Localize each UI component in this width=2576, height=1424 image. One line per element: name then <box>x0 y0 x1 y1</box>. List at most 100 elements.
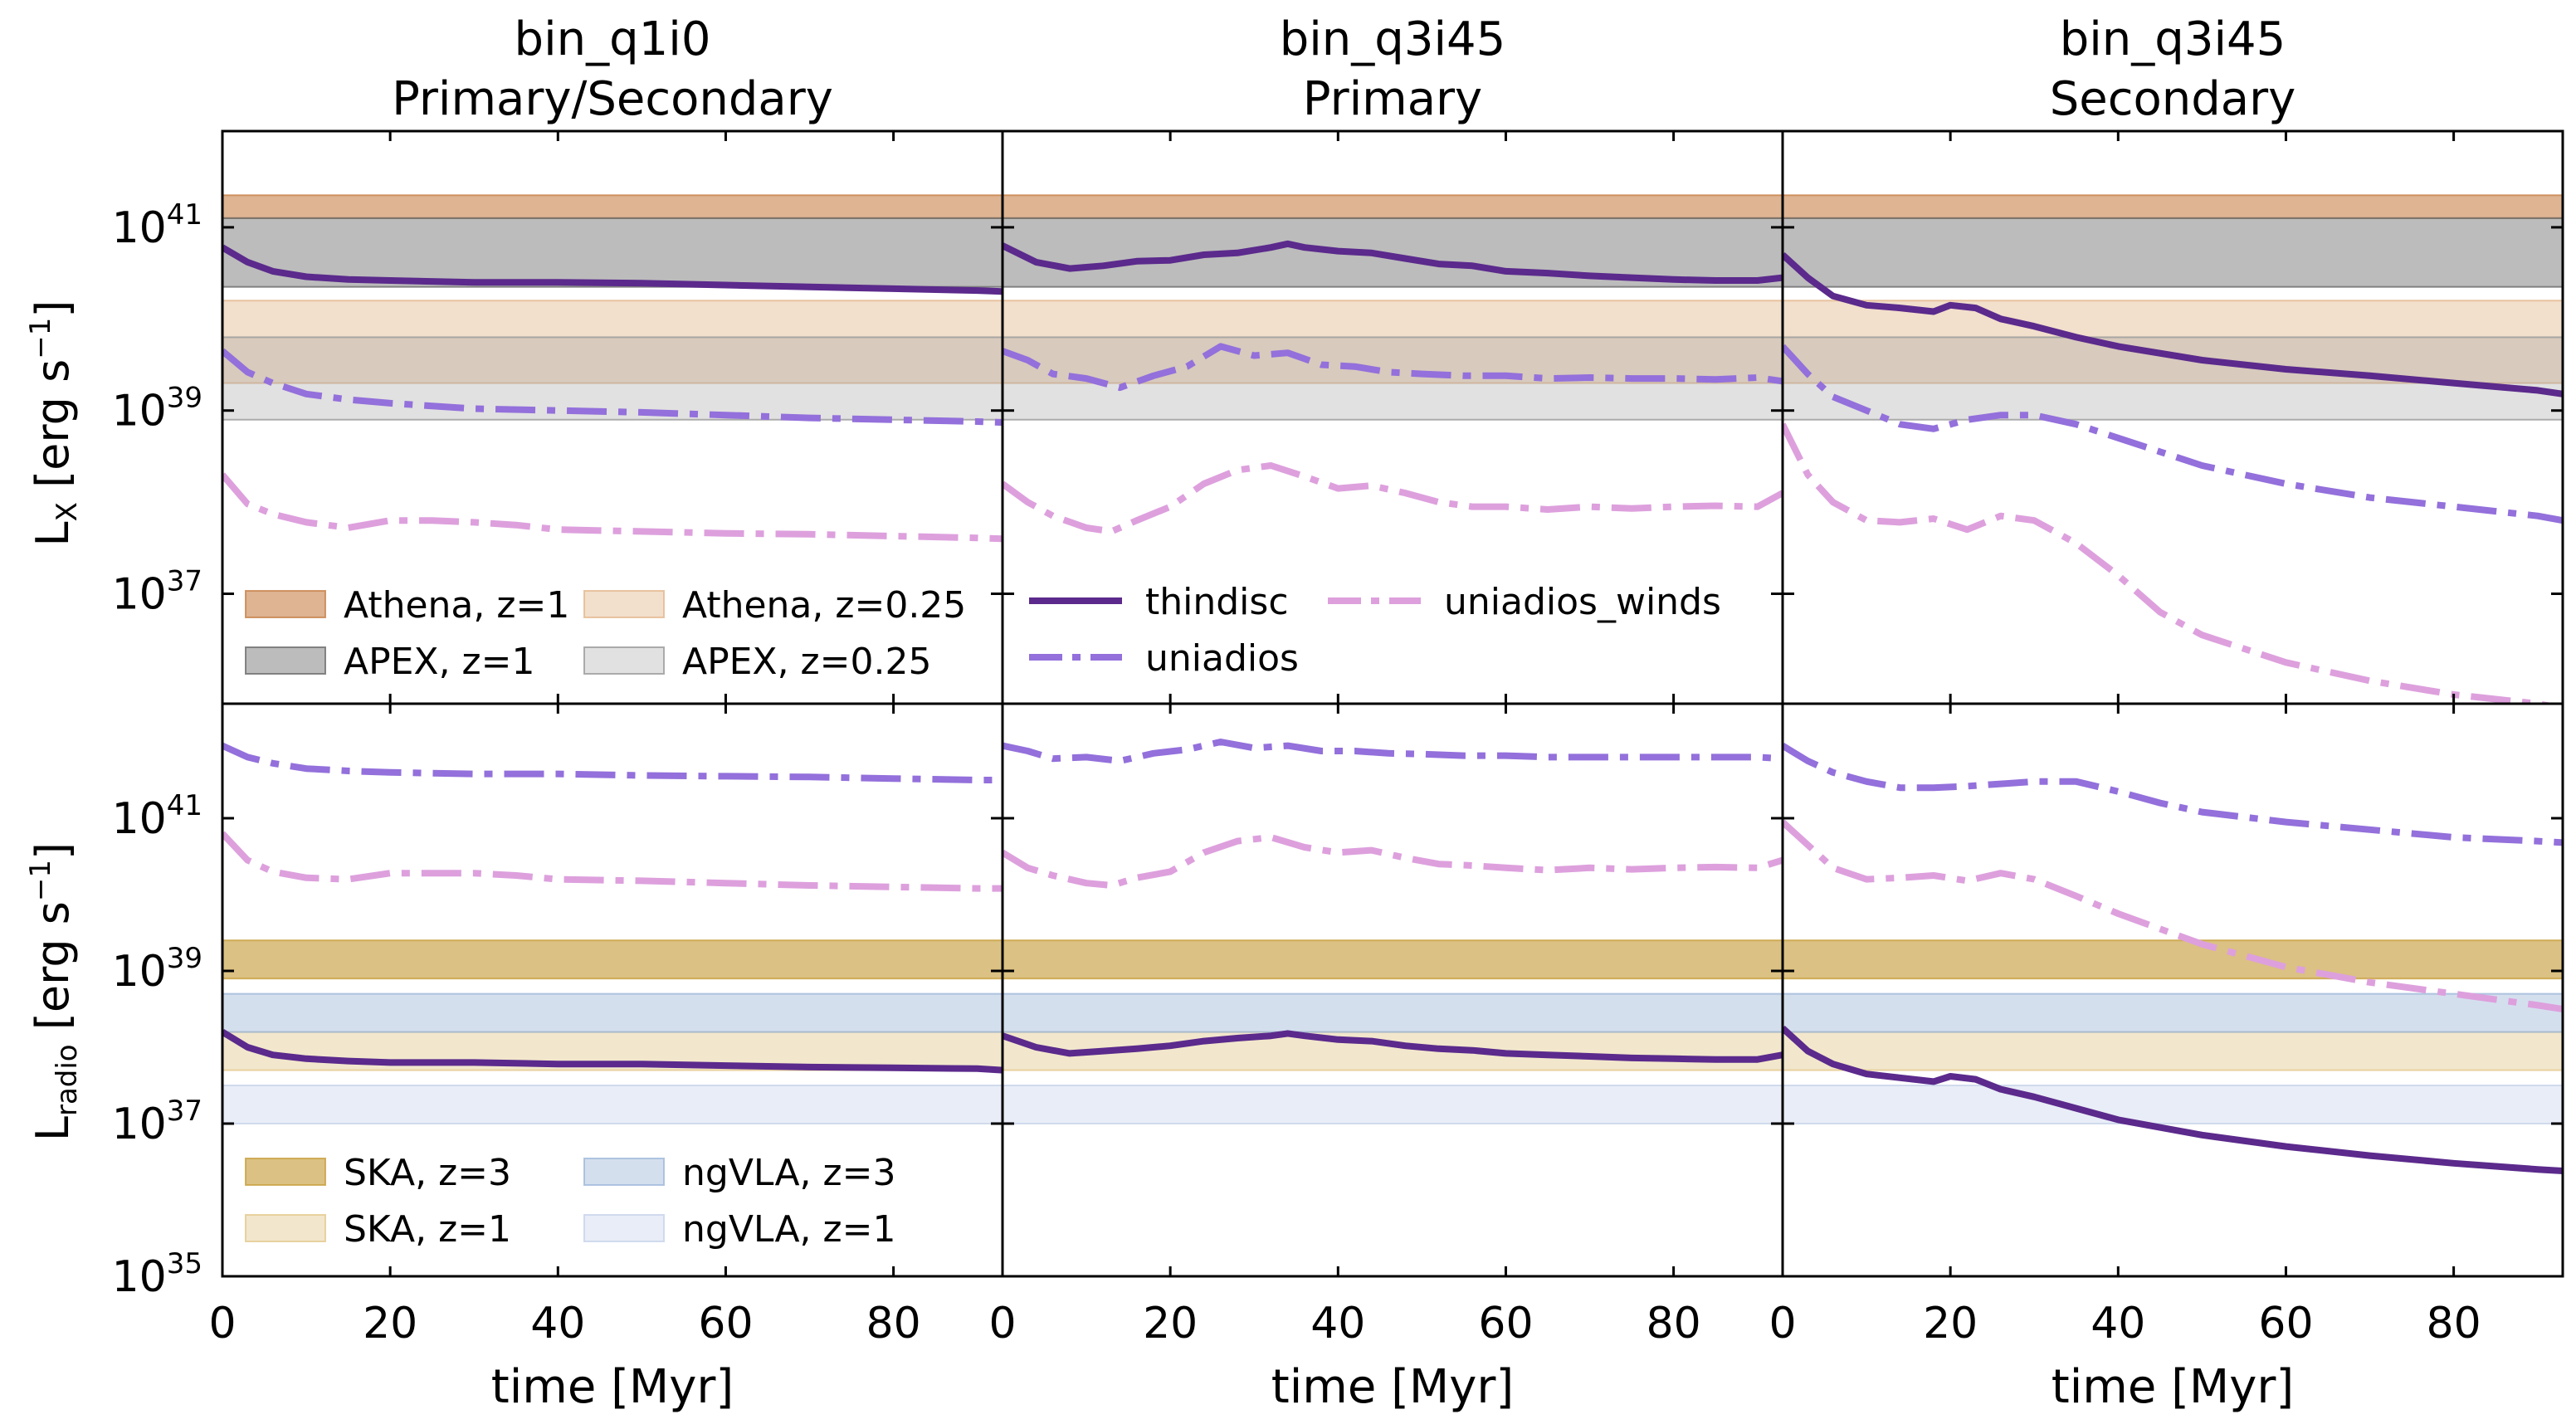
ylabel-xray-sub: X <box>51 502 84 521</box>
x-tick-label-col-1-0: 0 <box>988 1299 1016 1348</box>
band-xray-0-col-1 <box>1003 194 1783 219</box>
x-tick-label-col-1-60: 60 <box>1478 1299 1533 1348</box>
series-uniadios-radio-col-2 <box>1783 743 2563 846</box>
band-radio-2-col-2 <box>1783 992 2563 1033</box>
band-radio-0-col-0 <box>222 939 1003 980</box>
legend-label-xray-3: APEX, z=0.25 <box>682 641 931 683</box>
series-uniadios-xray-col-2 <box>1783 344 2563 524</box>
series-legend-label-uniadios_winds: uniadios_winds <box>1444 581 1721 623</box>
panel-frame-radio-col-2 <box>1781 702 2564 1278</box>
series-uniadios_winds-radio-col-0 <box>222 831 1003 892</box>
ylabel-radio: Lradio [erg s−1] <box>24 842 84 1141</box>
column-titles: bin_q1i0 Primary/Secondary bin_q3i45 Pri… <box>392 12 2295 126</box>
series-uniadios-xray-col-0 <box>222 348 1003 427</box>
legend-label-xray-0: Athena, z=1 <box>344 584 569 627</box>
y-tick-label-exp: 39 <box>167 382 202 415</box>
panel-radio-col-2 <box>1781 702 2564 1278</box>
panel-xray-col-2 <box>1781 129 2564 705</box>
series-thindisc-xray-col-2 <box>1783 252 2563 397</box>
y-tick-label-radio-39: 1039 <box>112 942 202 997</box>
y-tick-label-base: 10 <box>112 1100 167 1149</box>
x-tick-label-col-2-60: 60 <box>2258 1299 2313 1348</box>
y-tick-label-xray-41: 1041 <box>112 198 202 253</box>
band-xray-1-col-0 <box>222 217 1003 288</box>
col-title-2-line2: Secondary <box>2050 72 2296 126</box>
legend-swatch-radio-1 <box>245 1214 326 1242</box>
x-tick-label-col-2-0: 0 <box>1769 1299 1796 1348</box>
series-uniadios-radio-col-0 <box>222 742 1003 783</box>
legend-label-radio-1: SKA, z=1 <box>344 1208 511 1251</box>
series-uniadios_winds-xray-col-1 <box>1003 462 1783 535</box>
panel-radio-col-1 <box>1001 702 1784 1278</box>
y-tick-label-exp: 41 <box>167 789 202 822</box>
x-tick-label-col-0-80: 80 <box>866 1299 921 1348</box>
band-xray-3-col-2 <box>1783 336 2563 421</box>
y-tick-label-exp: 37 <box>167 565 202 598</box>
band-xray-2-col-0 <box>222 300 1003 384</box>
y-tick-label-base: 10 <box>112 947 167 997</box>
x-tick-label-col-1-20: 20 <box>1143 1299 1198 1348</box>
ylabel-xray-unit: [erg s <box>27 359 79 502</box>
legend-swatch-xray-3 <box>583 646 665 675</box>
xlabel-col-0: time [Myr] <box>491 1360 734 1414</box>
ylabel-radio-unit-sup: −1 <box>24 860 57 901</box>
ylabel-radio-sub: radio <box>51 1044 84 1116</box>
x-tick-labels: 0 20 40 60 80 0 20 40 60 80 0 20 40 60 80 <box>208 1299 2481 1348</box>
x-tick-label-col-2-20: 20 <box>1923 1299 1978 1348</box>
x-tick-label-col-0-0: 0 <box>208 1299 236 1348</box>
x-tick-label-col-0-60: 60 <box>698 1299 753 1348</box>
series-uniadios_winds-radio-col-1 <box>1003 834 1783 889</box>
band-xray-2-col-2 <box>1783 300 2563 384</box>
band-radio-3-col-2 <box>1783 1085 2563 1124</box>
band-xray-3-col-1 <box>1003 336 1783 421</box>
band-radio-3-col-0 <box>222 1085 1003 1124</box>
legend-label-radio-3: ngVLA, z=1 <box>682 1208 895 1251</box>
series-thindisc-xray-col-0 <box>222 244 1003 295</box>
band-xray-0-col-2 <box>1783 194 2563 219</box>
series-thindisc-radio-col-0 <box>222 1029 1003 1074</box>
y-tick-label-exp: 35 <box>167 1247 202 1280</box>
series-thindisc-xray-col-1 <box>1003 240 1783 284</box>
y-tick-label-base: 10 <box>112 387 167 436</box>
y-tick-label-base: 10 <box>112 570 167 620</box>
legend-swatch-xray-0 <box>245 590 326 618</box>
y-tick-label-exp: 37 <box>167 1095 202 1128</box>
ylabel-radio-base: L <box>27 1116 79 1141</box>
y-tick-label-base: 10 <box>112 1252 167 1302</box>
legend-label-xray-2: Athena, z=0.25 <box>682 584 966 627</box>
legend-swatch-xray-1 <box>245 646 326 675</box>
series-uniadios-xray-col-1 <box>1003 343 1783 392</box>
col-title-0-line1: bin_q1i0 <box>515 12 711 66</box>
ylabel-radio-unit: [erg s <box>27 901 79 1044</box>
y-tick-label-radio-37: 1037 <box>112 1095 202 1149</box>
legend-swatch-radio-3 <box>583 1214 665 1242</box>
legend-label-radio-2: ngVLA, z=3 <box>682 1152 895 1194</box>
ylabel-xray-unit-sup: −1 <box>24 318 57 359</box>
y-tick-label-xray-37: 1037 <box>112 565 202 620</box>
xlabel-col-2: time [Myr] <box>2052 1360 2295 1414</box>
series-uniadios-radio-col-1 <box>1003 739 1783 764</box>
panel-frame-radio-col-1 <box>1001 702 1784 1278</box>
x-tick-label-col-1-80: 80 <box>1647 1299 1701 1348</box>
x-tick-label-col-2-80: 80 <box>2427 1299 2481 1348</box>
col-title-1-line1: bin_q3i45 <box>1280 12 1506 66</box>
legend-label-xray-1: APEX, z=1 <box>344 641 535 683</box>
legend-swatch-radio-0 <box>245 1158 326 1186</box>
band-xray-3-col-0 <box>222 336 1003 421</box>
band-radio-0-col-2 <box>1783 939 2563 980</box>
series-thindisc-radio-col-2 <box>1783 1026 2563 1174</box>
row-labels: LX [erg s−1] Lradio [erg s−1] <box>24 300 84 1142</box>
band-xray-0-col-0 <box>222 194 1003 219</box>
y-tick-label-radio-35: 1035 <box>112 1247 202 1302</box>
col-title-2-line1: bin_q3i45 <box>2060 12 2286 66</box>
ylabel-xray-close: ] <box>27 300 79 318</box>
band-xray-1-col-2 <box>1783 217 2563 288</box>
x-tick-label-col-1-40: 40 <box>1310 1299 1365 1348</box>
ylabel-xray: LX [erg s−1] <box>24 300 84 547</box>
legends: Athena, z=1 APEX, z=1 Athena, z=0.25 APEX, … <box>245 581 1721 1251</box>
legend-label-radio-0: SKA, z=3 <box>344 1152 511 1194</box>
ylabel-xray-base: L <box>27 521 79 546</box>
